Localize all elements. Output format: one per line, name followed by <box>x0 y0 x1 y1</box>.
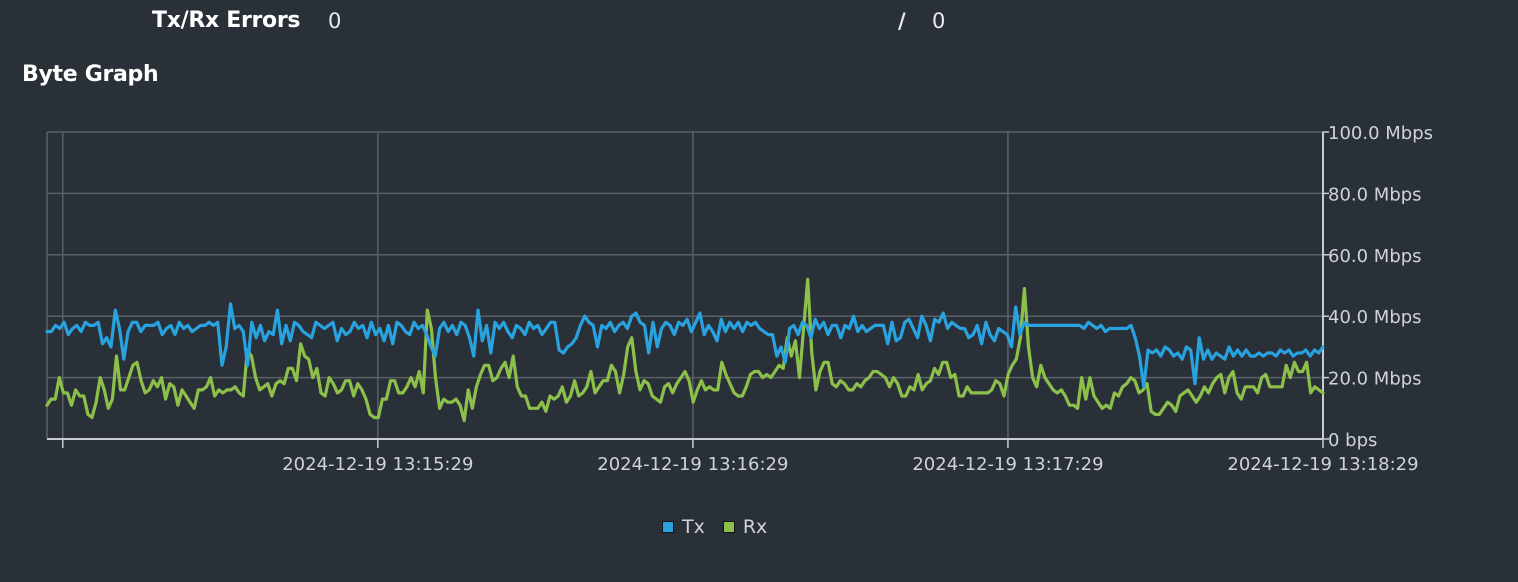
x-tick-label: 2024-12-19 13:15:29 <box>282 454 473 475</box>
legend-item-rx[interactable]: Rx <box>722 516 768 538</box>
errors-label: Tx/Rx Errors <box>152 8 301 33</box>
legend-item-tx[interactable]: Tx <box>662 516 705 538</box>
legend-label-rx: Rx <box>742 516 768 538</box>
legend-swatch-tx <box>662 521 674 533</box>
x-tick-label: 2024-12-19 13:16:29 <box>597 454 788 475</box>
section-title: Byte Graph <box>22 62 159 87</box>
series-line-tx <box>45 302 1325 389</box>
errors-separator: / <box>898 9 906 33</box>
y-tick-label: 0 bps <box>1328 430 1377 451</box>
chart-legend: Tx Rx <box>662 516 785 538</box>
x-tick-label: 2024-12-19 13:18:29 <box>1227 454 1418 475</box>
legend-swatch-rx <box>722 521 735 533</box>
series-line-rx <box>45 277 1325 423</box>
x-tick-label: 2024-12-19 13:17:29 <box>912 454 1103 475</box>
y-tick-label: 20.0 Mbps <box>1328 369 1422 390</box>
y-tick-label: 40.0 Mbps <box>1328 307 1422 328</box>
legend-label-tx: Tx <box>682 516 705 538</box>
y-tick-label: 80.0 Mbps <box>1328 184 1422 205</box>
rx-errors-value: 0 <box>932 9 946 33</box>
tx-errors-value: 0 <box>328 9 342 33</box>
y-tick-label: 60.0 Mbps <box>1328 246 1422 267</box>
y-tick-label: 100.0 Mbps <box>1328 123 1433 144</box>
